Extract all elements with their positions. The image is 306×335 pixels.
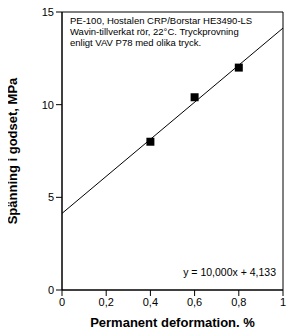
html-text:Wavin-tillverkat rör, 22°C. Tr: Wavin-tillverkat rör, 22°C. Tryckprovnin… (70, 26, 239, 37)
svg-text:15: 15 (42, 8, 54, 18)
svg-text:Spänning i godset, MPa: Spänning i godset, MPa (8, 77, 20, 224)
svg-text:10: 10 (42, 99, 54, 111)
svg-text:0,2: 0,2 (99, 296, 114, 308)
html-text:enligt VAV P78 med olika tryck: enligt VAV P78 med olika tryck. (70, 37, 202, 48)
svg-text:1: 1 (280, 296, 286, 308)
svg-text:Permanent deformation, %: Permanent deformation, % (90, 315, 255, 327)
svg-text:0: 0 (59, 296, 65, 308)
svg-text:0,8: 0,8 (231, 296, 246, 308)
svg-text:0,6: 0,6 (187, 296, 202, 308)
svg-text:0: 0 (48, 284, 54, 296)
html-text:y = 10,000x + 4,133: y = 10,000x + 4,133 (183, 266, 276, 278)
html-text:PE-100, Hostalen CRP/Borstar H: PE-100, Hostalen CRP/Borstar HE3490-LS (70, 15, 253, 26)
svg-text:0,4: 0,4 (143, 296, 158, 308)
svg-text:5: 5 (48, 191, 54, 203)
